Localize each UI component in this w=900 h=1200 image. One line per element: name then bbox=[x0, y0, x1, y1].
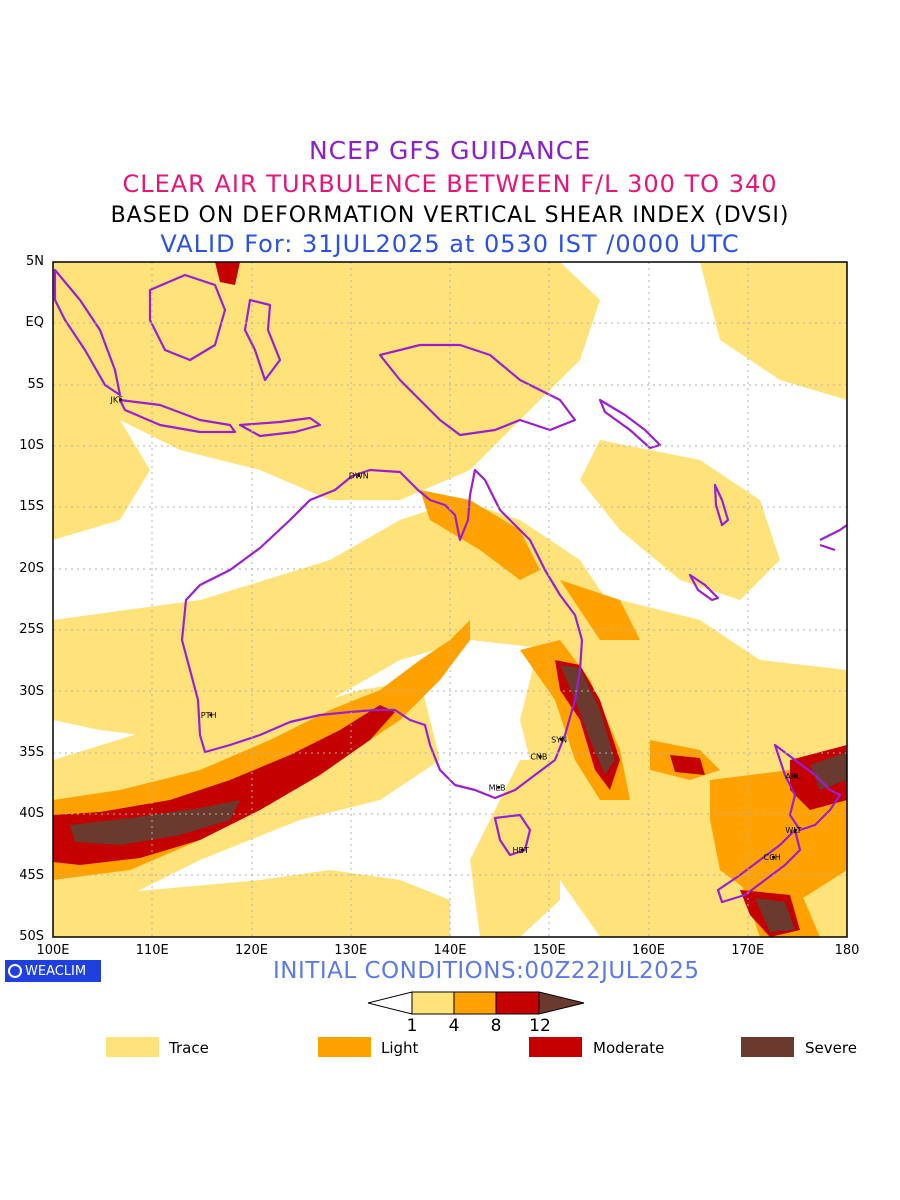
lat-tick-label: 5N bbox=[26, 254, 44, 269]
colorbar-tick: 8 bbox=[490, 1016, 502, 1036]
legend-label-light: Light bbox=[381, 1039, 419, 1057]
svg-text:WLT: WLT bbox=[785, 826, 801, 835]
coastlines bbox=[53, 268, 847, 904]
svg-text:CCH: CCH bbox=[764, 853, 781, 862]
legend-swatch-severe bbox=[741, 1037, 794, 1057]
lon-tick-label: 130E bbox=[334, 943, 368, 958]
copyright-circle-icon bbox=[8, 964, 22, 978]
badge-text: WEACLIM bbox=[25, 963, 87, 979]
svg-text:DWN: DWN bbox=[349, 472, 369, 481]
city-dwn: DWN bbox=[349, 472, 369, 481]
svg-text:HBT: HBT bbox=[512, 846, 529, 855]
colorbar-tick: 4 bbox=[448, 1016, 460, 1036]
lon-tick-label: 170E bbox=[731, 943, 765, 958]
svg-text:PTH: PTH bbox=[201, 711, 217, 720]
initial-conditions: INITIAL CONDITIONS:00Z22JUL2025 bbox=[273, 958, 700, 984]
colorbar-tick: 1 bbox=[406, 1016, 418, 1036]
legend-swatch-moderate bbox=[529, 1037, 582, 1057]
title-guidance: NCEP GFS GUIDANCE bbox=[308, 136, 591, 165]
lat-tick-label: EQ bbox=[25, 315, 44, 331]
lat-tick-label: 50S bbox=[19, 929, 44, 944]
lat-tick-label: 45S bbox=[19, 867, 44, 883]
city-hbt: HBT bbox=[512, 846, 529, 855]
map-frame bbox=[52, 261, 848, 938]
svg-text:JKT: JKT bbox=[109, 395, 122, 404]
lat-tick-label: 15S bbox=[19, 499, 44, 515]
title-turbulence: CLEAR AIR TURBULENCE BETWEEN F/L 300 TO … bbox=[122, 170, 778, 198]
svg-text:CNB: CNB bbox=[530, 753, 547, 762]
lat-tick-label: 5S bbox=[27, 376, 44, 392]
lon-tick-label: 140E bbox=[433, 943, 467, 958]
severe-areas bbox=[70, 665, 847, 932]
city-mlb: MLB bbox=[489, 783, 506, 792]
lat-tick-label: 40S bbox=[19, 806, 44, 822]
title-index: BASED ON DEFORMATION VERTICAL SHEAR INDE… bbox=[110, 203, 790, 228]
city-cch: CCH bbox=[764, 853, 781, 862]
lon-tick-label: 160E bbox=[631, 943, 666, 958]
lat-tick-label: 25S bbox=[19, 622, 44, 638]
lon-tick-label: 100E bbox=[36, 943, 70, 958]
city-pth: PTH bbox=[201, 711, 217, 720]
city-cnb: CNB bbox=[530, 753, 547, 762]
lat-tick-label: 20S bbox=[19, 560, 44, 576]
lat-tick-label: 35S bbox=[19, 744, 44, 760]
lat-tick-label: 10S bbox=[19, 438, 44, 454]
city-syn: SYN bbox=[551, 735, 567, 744]
title-valid-time: VALID For: 31JUL2025 at 0530 IST /0000 U… bbox=[160, 230, 740, 258]
city-akl: AKL bbox=[785, 772, 801, 781]
city-markers: JKT DWN PTH SYN CNB MLB HBT AKL WLT CCH bbox=[109, 395, 801, 862]
city-jkt: JKT bbox=[109, 395, 122, 404]
svg-text:SYN: SYN bbox=[551, 735, 567, 744]
city-wlt: WLT bbox=[785, 826, 801, 835]
svg-text:MLB: MLB bbox=[489, 783, 506, 792]
legend-swatch-trace bbox=[106, 1037, 159, 1057]
lat-tick-label: 30S bbox=[19, 683, 44, 699]
legend-label-severe: Severe bbox=[805, 1039, 857, 1057]
lon-tick-label: 180 bbox=[834, 943, 860, 958]
weaclim-badge: WEACLIM bbox=[5, 960, 101, 982]
legend-label-trace: Trace bbox=[169, 1039, 209, 1057]
legend-swatch-light bbox=[318, 1037, 371, 1057]
svg-text:AKL: AKL bbox=[785, 772, 801, 781]
lon-tick-label: 120E bbox=[234, 943, 269, 958]
colorbar-tick: 12 bbox=[529, 1016, 551, 1036]
lon-tick-label: 150E bbox=[532, 943, 566, 958]
graticule bbox=[53, 262, 847, 937]
legend-label-moderate: Moderate bbox=[593, 1039, 665, 1057]
lon-tick-label: 110E bbox=[135, 943, 169, 958]
